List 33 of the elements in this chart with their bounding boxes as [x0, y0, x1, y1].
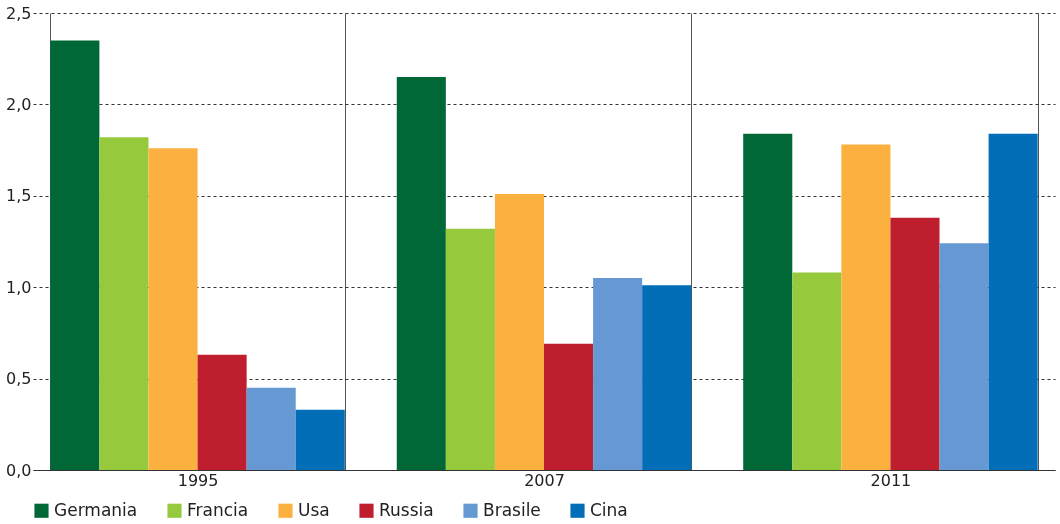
bar	[50, 40, 100, 470]
y-tick-label: 0,5	[6, 369, 32, 389]
legend-label: Usa	[298, 499, 330, 520]
bar	[988, 133, 1038, 470]
y-tick-label: 2,5	[6, 3, 32, 23]
legend-label: Brasile	[483, 499, 541, 520]
legend-label: Germania	[54, 499, 138, 520]
legend-label: Russia	[379, 499, 434, 520]
y-tick-label: 0,0	[6, 460, 32, 480]
legend-label: Francia	[187, 499, 249, 520]
bar	[743, 133, 793, 470]
bar	[445, 228, 495, 470]
y-tick-label: 2,0	[6, 94, 32, 114]
bar	[396, 76, 446, 470]
x-tick-label: 2007	[524, 470, 565, 490]
y-tick-label: 1,5	[6, 186, 32, 206]
legend-label: Cina	[590, 499, 628, 520]
bar	[295, 409, 345, 470]
bar	[841, 144, 891, 470]
bar	[246, 387, 296, 470]
bar	[494, 193, 544, 470]
bar	[99, 137, 149, 470]
bar	[148, 148, 198, 470]
bar	[642, 285, 692, 470]
bar	[890, 217, 940, 470]
bar	[544, 343, 594, 470]
bar	[939, 243, 989, 470]
bar	[792, 272, 842, 470]
bar	[593, 278, 643, 470]
x-tick-label: 1995	[177, 470, 219, 490]
bar	[197, 354, 247, 470]
x-tick-label: 2011	[870, 470, 912, 490]
y-tick-label: 1,0	[6, 277, 32, 297]
